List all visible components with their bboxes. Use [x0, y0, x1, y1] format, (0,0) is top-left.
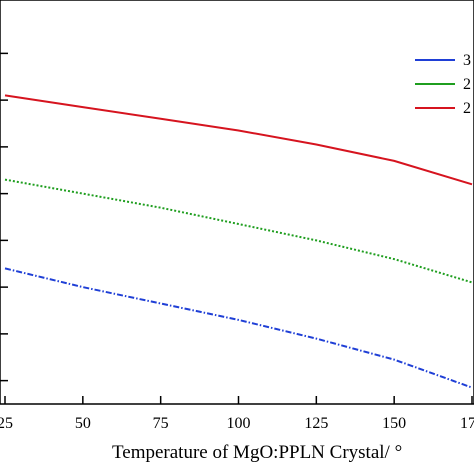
x-tick-label: 125 [304, 415, 328, 432]
x-tick-label: 25 [0, 415, 13, 432]
x-axis-title: Temperature of MgO:PPLN Crystal/ ° [112, 442, 402, 463]
x-tick-label: 50 [75, 415, 91, 432]
series-line-3 [4, 94, 473, 186]
legend-label: 2 [463, 100, 471, 117]
legend: 3 2 2 [415, 52, 471, 117]
y-axis-ticks [0, 52, 8, 382]
x-tick-label: 100 [227, 415, 251, 432]
series-layer [4, 94, 473, 389]
x-axis-ticks [4, 396, 473, 404]
series-line-1 [4, 267, 473, 389]
plot-frame [0, 0, 474, 405]
x-tick-label: 150 [382, 415, 406, 432]
series-line-2 [4, 178, 473, 284]
x-tick-label: 175 [460, 415, 474, 432]
x-tick-label: 75 [153, 415, 169, 432]
legend-label: 2 [463, 76, 471, 93]
x-axis-tick-labels: 25 50 75 100 125 150 175 [0, 415, 474, 432]
legend-label: 3 [463, 52, 471, 69]
